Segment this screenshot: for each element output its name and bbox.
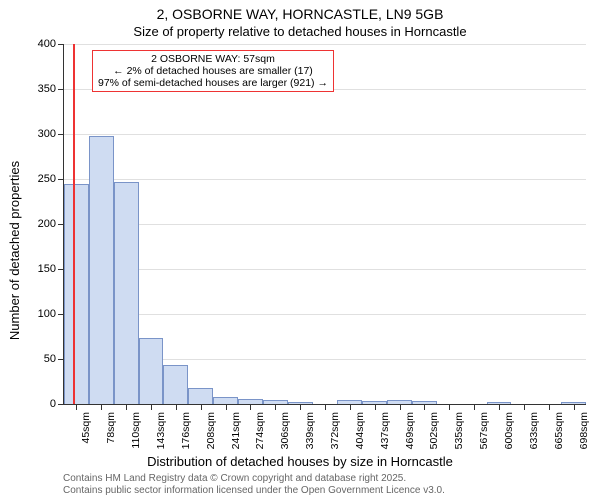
- x-tick: [325, 404, 326, 410]
- annotation-line: ← 2% of detached houses are smaller (17): [98, 65, 328, 77]
- y-tick-label: 350: [16, 83, 56, 95]
- x-tick-label: 339sqm: [304, 412, 316, 449]
- x-tick-label: 535sqm: [453, 412, 465, 449]
- x-tick: [176, 404, 177, 410]
- x-tick: [126, 404, 127, 410]
- plot-area: 05010015020025030035040045sqm78sqm110sqm…: [63, 44, 586, 405]
- y-tick-label: 300: [16, 128, 56, 140]
- histogram-bar: [188, 388, 213, 404]
- x-tick: [226, 404, 227, 410]
- y-tick: [58, 89, 64, 90]
- x-tick-label: 437sqm: [379, 412, 391, 449]
- histogram-bar: [89, 136, 114, 404]
- x-tick-label: 600sqm: [503, 412, 515, 449]
- x-tick: [524, 404, 525, 410]
- x-tick: [275, 404, 276, 410]
- x-tick-label: 110sqm: [130, 412, 142, 449]
- x-tick-label: 241sqm: [230, 412, 242, 449]
- annotation-line: 97% of semi-detached houses are larger (…: [98, 77, 328, 89]
- grid-line: [64, 269, 586, 270]
- grid-line: [64, 44, 586, 45]
- x-tick: [400, 404, 401, 410]
- x-tick-label: 665sqm: [553, 412, 565, 449]
- x-tick: [499, 404, 500, 410]
- x-tick: [449, 404, 450, 410]
- x-tick: [250, 404, 251, 410]
- histogram-bar: [64, 184, 89, 405]
- x-tick: [101, 404, 102, 410]
- y-tick: [58, 404, 64, 405]
- grid-line: [64, 134, 586, 135]
- x-tick-label: 633sqm: [528, 412, 540, 449]
- y-tick-label: 150: [16, 263, 56, 275]
- x-tick: [300, 404, 301, 410]
- y-tick-label: 200: [16, 218, 56, 230]
- chart-title-line2: Size of property relative to detached ho…: [0, 24, 600, 39]
- x-tick-label: 372sqm: [329, 412, 341, 449]
- x-tick: [375, 404, 376, 410]
- y-tick: [58, 44, 64, 45]
- x-tick: [201, 404, 202, 410]
- x-tick: [474, 404, 475, 410]
- x-tick-label: 698sqm: [578, 412, 590, 449]
- grid-line: [64, 179, 586, 180]
- grid-line: [64, 224, 586, 225]
- x-tick: [76, 404, 77, 410]
- chart-title-line1: 2, OSBORNE WAY, HORNCASTLE, LN9 5GB: [0, 6, 600, 22]
- histogram-bar: [139, 338, 164, 404]
- y-tick-label: 100: [16, 308, 56, 320]
- x-tick-label: 143sqm: [155, 412, 167, 449]
- histogram-bar: [163, 365, 188, 404]
- y-tick: [58, 179, 64, 180]
- y-axis-label-wrap: Number of detached properties: [6, 0, 24, 500]
- x-tick: [350, 404, 351, 410]
- annotation-box: 2 OSBORNE WAY: 57sqm← 2% of detached hou…: [92, 50, 334, 92]
- x-tick: [549, 404, 550, 410]
- histogram-bar: [213, 397, 238, 404]
- x-tick-label: 502sqm: [428, 412, 440, 449]
- y-tick-label: 50: [16, 353, 56, 365]
- x-tick-label: 404sqm: [354, 412, 366, 449]
- y-tick-label: 250: [16, 173, 56, 185]
- x-tick-label: 306sqm: [279, 412, 291, 449]
- x-tick-label: 45sqm: [80, 412, 92, 444]
- attribution-text: Contains HM Land Registry data © Crown c…: [63, 473, 445, 496]
- histogram-bar: [114, 182, 139, 404]
- attribution-line2: Contains public sector information licen…: [63, 485, 445, 497]
- x-axis-label: Distribution of detached houses by size …: [0, 454, 600, 469]
- x-tick-label: 469sqm: [404, 412, 416, 449]
- y-tick-label: 0: [16, 398, 56, 410]
- property-marker-line: [73, 44, 75, 404]
- x-tick-label: 176sqm: [180, 412, 192, 449]
- x-tick-label: 567sqm: [478, 412, 490, 449]
- annotation-line: 2 OSBORNE WAY: 57sqm: [98, 53, 328, 65]
- grid-line: [64, 314, 586, 315]
- y-tick: [58, 134, 64, 135]
- x-tick-label: 208sqm: [205, 412, 217, 449]
- x-tick: [574, 404, 575, 410]
- x-tick: [151, 404, 152, 410]
- attribution-line1: Contains HM Land Registry data © Crown c…: [63, 473, 445, 485]
- x-tick-label: 78sqm: [105, 412, 117, 444]
- y-tick-label: 400: [16, 38, 56, 50]
- x-tick-label: 274sqm: [254, 412, 266, 449]
- x-tick: [424, 404, 425, 410]
